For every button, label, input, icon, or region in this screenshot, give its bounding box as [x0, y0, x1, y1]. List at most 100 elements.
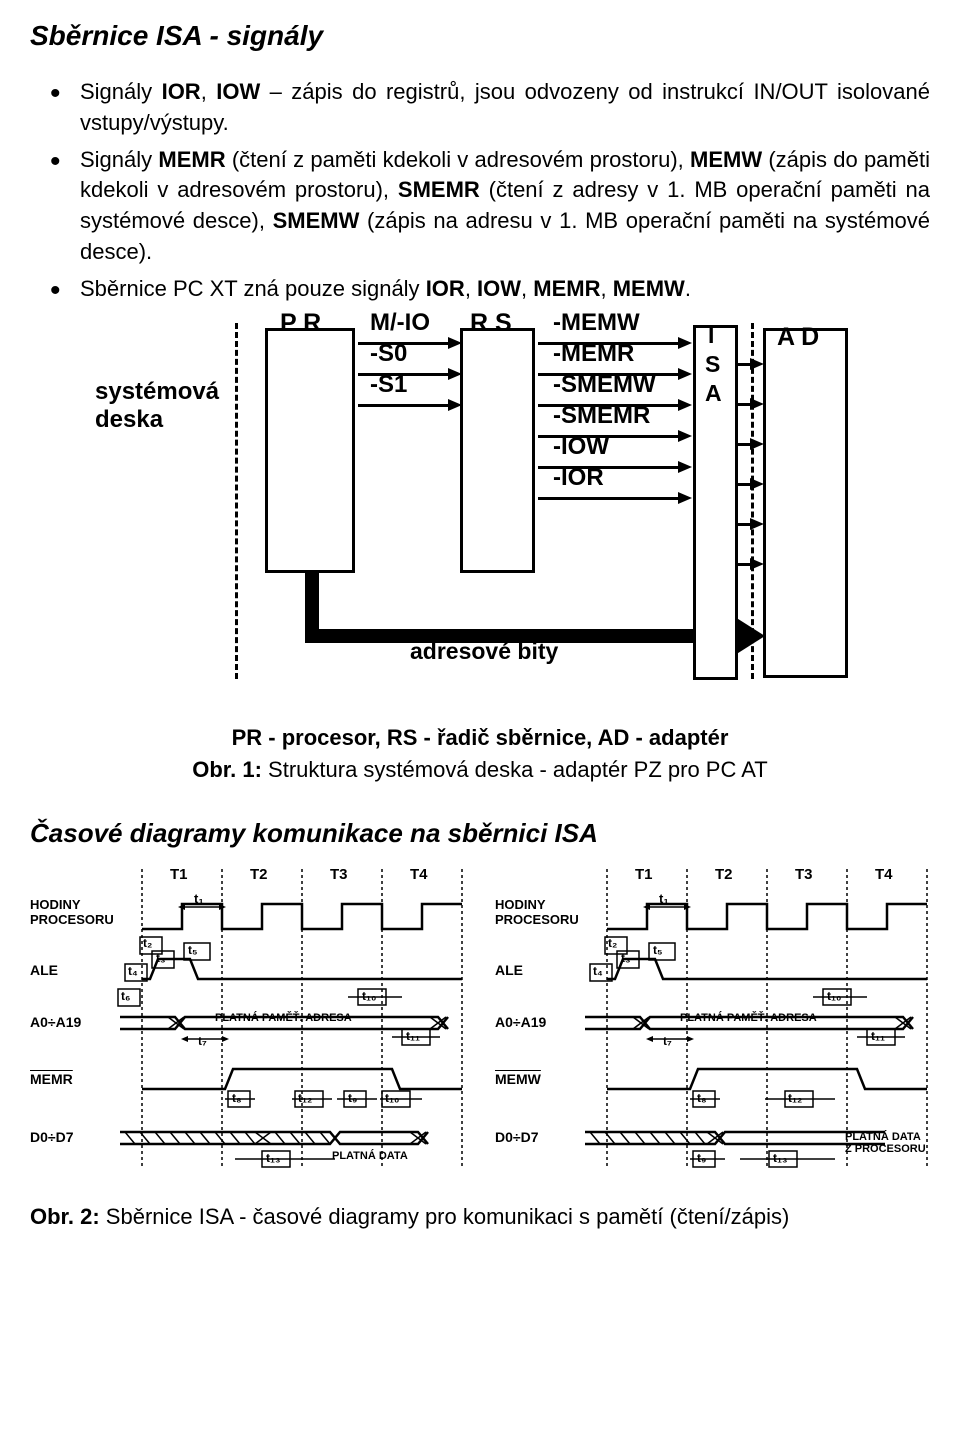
adapter-box [763, 328, 848, 678]
arrow [358, 404, 448, 407]
t-t6: t₆ [121, 989, 130, 1003]
t-t9r: t₉ [697, 1151, 706, 1165]
sig-memw: -MEMW [553, 309, 640, 337]
valid-addr: PLATNÁ PAMĚŤ. ADRESA [215, 1012, 352, 1024]
isa-s: S [705, 351, 720, 378]
isa-i: I [708, 322, 714, 349]
sig-s0: -S0 [370, 340, 407, 368]
diagram-caption-1: PR - procesor, RS - řadič sběrnice, AD -… [30, 725, 930, 751]
row-clock: HODINY PROCESORU [30, 897, 114, 927]
ad-label: A D [777, 323, 819, 352]
bullet-item: Sběrnice PC XT zná pouze signály IOR, IO… [80, 274, 930, 305]
arrow-head [678, 399, 692, 411]
t-t10b: t₁₀ [385, 1091, 399, 1105]
t-t7: t₇ [198, 1034, 207, 1048]
valid-data: PLATNÁ DATA [332, 1150, 408, 1162]
arrow-head [448, 337, 462, 349]
row-data: D0÷D7 [30, 1129, 73, 1145]
t-t5r: t₅ [653, 943, 663, 957]
t-t7r: t₇ [663, 1034, 672, 1048]
t1-label: T1 [635, 866, 653, 883]
t4-label: T4 [875, 866, 893, 883]
sig-memr: -MEMR [553, 340, 634, 368]
row-ale: ALE [30, 962, 58, 978]
t-t9: t₉ [348, 1091, 357, 1105]
diagram-caption-2: Obr. 1: Struktura systémová deska - adap… [30, 757, 930, 783]
rs-label: R S [470, 309, 512, 338]
row-data: D0÷D7 [495, 1129, 538, 1145]
sig-mio: M/-IO [370, 309, 430, 337]
t-t12: t₁₂ [298, 1091, 312, 1105]
t-t2r: t₂ [608, 936, 617, 950]
t-t3: t₃ [156, 951, 166, 965]
row-addr: A0÷A19 [495, 1014, 546, 1030]
timing-diagrams: T1 T2 T3 T4 HODINY PROCESORU t₁ t₂ t₃ t₅… [30, 869, 930, 1179]
isa-a: A [705, 380, 722, 407]
t-t13: t₁₃ [266, 1151, 281, 1165]
arrow [538, 497, 678, 500]
isa-bus-box [693, 325, 738, 680]
arrow-head [678, 368, 692, 380]
t-t1: t₁ [194, 891, 204, 906]
arrow-head [678, 430, 692, 442]
t-t2: t₂ [143, 936, 152, 950]
arrow-head [448, 399, 462, 411]
bullet-item: Signály IOR, IOW – zápis do registrů, js… [80, 77, 930, 139]
timing-diagram-write: T1 T2 T3 T4 HODINY PROCESORU t₁ t₂ t₃ t₅… [495, 869, 935, 1179]
row-memw: MEMW [495, 1071, 541, 1087]
t-t10a: t₁₀ [362, 989, 376, 1003]
dashed-boundary-left [235, 323, 238, 679]
t-t11: t₁₁ [406, 1029, 420, 1043]
t-t5: t₅ [188, 943, 198, 957]
section-heading: Časové diagramy komunikace na sběrnici I… [30, 818, 930, 849]
sig-smemw: -SMEMW [553, 371, 656, 399]
page-title: Sběrnice ISA - signály [30, 20, 930, 52]
arrow-head [448, 368, 462, 380]
t3-label: T3 [795, 866, 813, 883]
t2-label: T2 [250, 866, 268, 883]
arrow-head [750, 398, 764, 410]
t-t1r: t₁ [659, 891, 669, 906]
valid-addr: PLATNÁ PAMĚŤ. ADRESA [680, 1012, 817, 1024]
bullet-list: Signály IOR, IOW – zápis do registrů, js… [30, 77, 930, 305]
arrow-head [750, 478, 764, 490]
arrow-head [750, 358, 764, 370]
t-t13r: t₁₃ [773, 1151, 788, 1165]
arrow-head [750, 438, 764, 450]
addr-arrow [735, 617, 765, 655]
t1-label: T1 [170, 866, 188, 883]
bus-controller-box [460, 328, 535, 573]
sig-iow: -IOW [553, 433, 609, 461]
t-t10ar: t₁₀ [827, 989, 841, 1003]
timing-diagram-read: T1 T2 T3 T4 HODINY PROCESORU t₁ t₂ t₃ t₅… [30, 869, 470, 1179]
t-t4: t₄ [128, 964, 138, 978]
t-t11r: t₁₁ [871, 1029, 885, 1043]
t3-label: T3 [330, 866, 348, 883]
t2-label: T2 [715, 866, 733, 883]
processor-box [265, 328, 355, 573]
t-t8r: t₈ [697, 1091, 707, 1105]
arrow-head [750, 518, 764, 530]
t-t4r: t₄ [593, 964, 603, 978]
arrow-head [750, 558, 764, 570]
addr-label: adresové bity [410, 638, 558, 665]
arrow-head [678, 337, 692, 349]
bullet-item: Signály MEMR (čtení z paměti kdekoli v a… [80, 145, 930, 268]
figure-2-caption: Obr. 2: Sběrnice ISA - časové diagramy p… [30, 1204, 930, 1230]
block-diagram: systémová deska P R R S I S A A D M/-IO … [95, 313, 865, 713]
row-ale: ALE [495, 962, 523, 978]
sig-ior: -IOR [553, 464, 604, 492]
t4-label: T4 [410, 866, 428, 883]
system-board-label: systémová deska [95, 378, 219, 436]
row-addr: A0÷A19 [30, 1014, 81, 1030]
row-clock: HODINY PROCESORU [495, 897, 579, 927]
pr-label: P R [280, 309, 321, 338]
t-t3r: t₃ [621, 951, 631, 965]
arrow-head [678, 461, 692, 473]
sig-s1: -S1 [370, 371, 407, 399]
sig-smemr: -SMEMR [553, 402, 650, 430]
arrow-head [678, 492, 692, 504]
t-t12r: t₁₂ [788, 1091, 802, 1105]
t-t8: t₈ [232, 1091, 242, 1105]
valid-data-r: PLATNÁ DATA Z PROCESORU [845, 1131, 926, 1155]
